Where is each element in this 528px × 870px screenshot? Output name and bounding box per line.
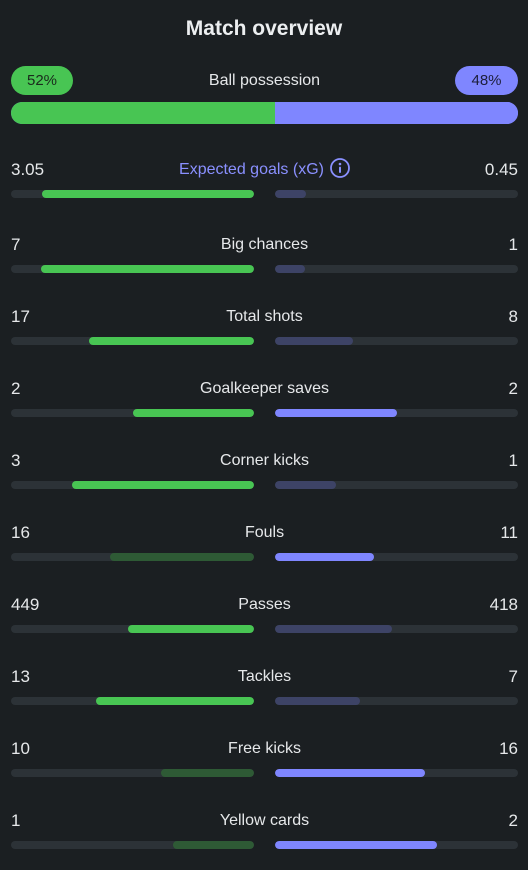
away-stat-bar [275,409,518,417]
stat-label-text: Passes [238,596,291,613]
possession-label: Ball possession [208,72,321,89]
away-stat-bar [275,190,518,198]
stat-row: 3.05 Expected goals (xG) 0.45 [11,158,518,204]
stat-label-text: Total shots [226,308,303,325]
home-stat-value: 13 [11,667,30,686]
home-stat-value: 2 [11,379,21,398]
away-stat-bar [275,553,518,561]
home-stat-value: 449 [11,595,40,614]
away-stat-bar-fill [275,265,306,273]
away-stat-bar-fill [275,841,437,849]
stat-row: 17 Total shots 8 [11,305,518,351]
possession-bar-home [11,102,275,124]
stat-label[interactable]: Expected goals (xG) [11,158,518,182]
away-stat-bar-fill [275,337,353,345]
stat-label: Fouls [11,521,518,545]
home-stat-value: 1 [11,811,21,830]
possession-bar-away [274,102,518,124]
stat-label: Corner kicks [11,449,518,473]
away-stat-bar-fill [275,190,307,198]
stat-row: 16 Fouls 11 [11,521,518,567]
home-stat-bar-fill [71,481,254,489]
home-possession-badge: 52% [11,66,73,95]
away-stat-value: 2 [508,811,518,830]
stat-row: 13 Tackles 7 [11,665,518,711]
stat-label: Free kicks [11,737,518,761]
home-stat-value: 7 [11,235,21,254]
away-stat-value: 1 [508,235,518,254]
stat-label-text: Fouls [244,524,285,541]
possession-row: 52% Ball possession 48% [11,66,518,95]
stat-label: Yellow cards [11,809,518,833]
away-stat-bar [275,841,518,849]
home-stat-bar-fill [42,190,254,198]
home-stat-bar-fill [173,841,254,849]
stat-label: Big chances [11,233,518,257]
away-stat-bar-fill [275,769,425,777]
home-stat-bar [11,409,254,417]
away-possession-badge: 48% [455,66,518,95]
home-stat-bar [11,769,254,777]
home-stat-bar-fill [88,337,254,345]
away-stat-bar [275,337,518,345]
possession-bar [11,102,518,124]
home-stat-bar-fill [128,625,254,633]
away-stat-bar [275,769,518,777]
home-stat-bar-fill [96,697,254,705]
home-stat-bar [11,697,254,705]
away-stat-bar-fill [275,409,397,417]
home-stat-value: 16 [11,523,30,542]
home-stat-bar-fill [110,553,254,561]
away-stat-bar [275,265,518,273]
away-stat-bar-fill [275,697,361,705]
away-stat-value: 2 [508,379,518,398]
stat-label-text: Yellow cards [219,812,310,829]
stat-label: Passes [11,593,518,617]
home-stat-value: 3 [11,451,21,470]
away-stat-bar [275,481,518,489]
home-stat-bar [11,337,254,345]
stat-label: Goalkeeper saves [11,377,518,401]
away-stat-bar [275,625,518,633]
away-stat-value: 7 [508,667,518,686]
home-stat-bar [11,625,254,633]
home-stat-bar [11,553,254,561]
home-stat-value: 3.05 [11,160,45,179]
stat-row: 2 Goalkeeper saves 2 [11,377,518,423]
away-stat-value: 1 [508,451,518,470]
away-stat-bar-fill [275,553,374,561]
home-stat-bar [11,841,254,849]
stat-label-text: Tackles [237,668,292,685]
home-stat-value: 17 [11,307,30,326]
away-stat-value: 418 [489,595,518,614]
home-stat-bar-fill [41,265,254,273]
away-stat-bar-fill [275,481,336,489]
stat-label-text: Expected goals (xG) [179,161,324,178]
away-stat-bar-fill [275,625,393,633]
stat-row: 3 Corner kicks 1 [11,449,518,495]
stat-label: Total shots [11,305,518,329]
stat-row: 10 Free kicks 16 [11,737,518,783]
home-stat-bar [11,265,254,273]
home-stat-bar [11,190,254,198]
home-stat-value: 10 [11,739,30,758]
stat-label-text: Free kicks [228,740,301,757]
page-title: Match overview [185,17,343,40]
home-stat-bar-fill [160,769,254,777]
away-stat-value: 16 [499,739,518,758]
stat-label-text: Goalkeeper saves [200,380,329,397]
stat-label: Tackles [11,665,518,689]
stat-label-text: Big chances [220,236,309,253]
stat-row: 449 Passes 418 [11,593,518,639]
stat-label-text: Corner kicks [220,452,309,469]
home-stat-bar-fill [132,409,254,417]
stat-row: 7 Big chances 1 [11,233,518,279]
away-stat-value: 8 [508,307,518,326]
home-stat-bar [11,481,254,489]
away-stat-value: 11 [500,523,518,542]
away-stat-bar [275,697,518,705]
away-stat-value: 0.45 [484,160,518,179]
stat-row: 1 Yellow cards 2 [11,809,518,855]
info-icon[interactable] [330,158,350,178]
